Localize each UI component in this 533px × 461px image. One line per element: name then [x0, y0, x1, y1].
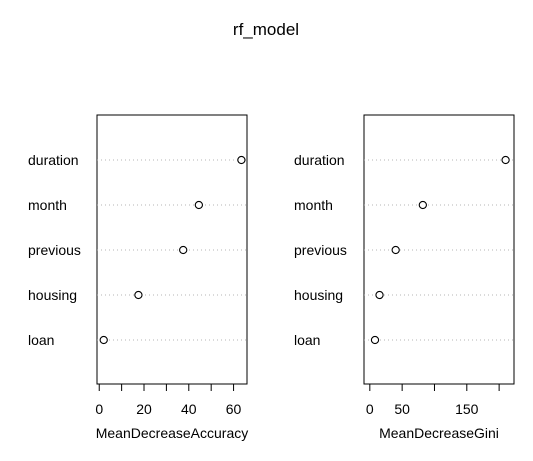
data-point	[370, 335, 380, 345]
data-point	[134, 290, 143, 300]
x-tick-label: 40	[181, 401, 197, 417]
panel-2: duration month previous housing loan 0 50 150 Me…	[294, 114, 515, 441]
x-tick-label: 50	[394, 401, 410, 417]
category-label: housing	[28, 287, 77, 303]
data-point	[99, 335, 108, 345]
category-label: duration	[294, 152, 345, 168]
x-tick-label: 20	[136, 401, 152, 417]
x-tick-label: 0	[366, 401, 374, 417]
plot-frame	[96, 114, 248, 385]
category-label: month	[294, 197, 333, 213]
chart-title: rf_model	[233, 20, 299, 39]
data-point	[194, 200, 204, 210]
category-label: housing	[294, 287, 343, 303]
category-label: previous	[294, 242, 347, 258]
x-tick-label: 150	[455, 401, 479, 417]
data-point	[179, 245, 188, 255]
data-point	[501, 155, 510, 165]
data-point	[418, 200, 427, 210]
plot-frame	[363, 114, 515, 385]
category-label: previous	[28, 242, 81, 258]
panel-1: duration month previous housing loan 0 20 40 60 M…	[28, 114, 249, 441]
category-label: month	[28, 197, 67, 213]
data-point	[391, 245, 400, 255]
category-label: loan	[28, 332, 54, 348]
category-label: duration	[28, 152, 79, 168]
x-tick-label: 60	[226, 401, 242, 417]
x-tick-label: 0	[95, 401, 103, 417]
x-axis-label: MeanDecreaseGini	[379, 425, 499, 441]
category-label: loan	[294, 332, 320, 348]
x-axis-label: MeanDecreaseAccuracy	[96, 425, 249, 441]
data-point	[237, 155, 246, 165]
data-point	[375, 290, 384, 300]
